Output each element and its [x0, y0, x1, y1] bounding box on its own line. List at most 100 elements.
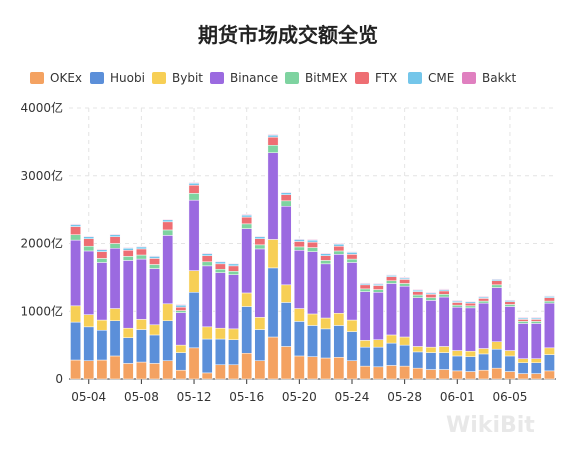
- bar-huobi-05-30[interactable]: [425, 352, 437, 370]
- bar-huobi-05-06[interactable]: [109, 320, 121, 357]
- bar-bitmex-06-03[interactable]: [478, 300, 489, 304]
- bar-ftx-05-23[interactable]: [333, 245, 345, 252]
- bar-huobi-05-26[interactable]: [372, 346, 384, 368]
- bar-bitmex-06-05[interactable]: [504, 304, 516, 307]
- bar-ftx-05-08[interactable]: [136, 248, 147, 256]
- bar-bakkt-05-10[interactable]: [162, 218, 174, 221]
- bar-ftx-05-14[interactable]: [214, 263, 226, 270]
- bar-binance-05-12[interactable]: [188, 199, 200, 271]
- bar-ftx-05-10[interactable]: [162, 221, 174, 231]
- bar-bitmex-05-08[interactable]: [136, 254, 147, 260]
- bar-binance-06-05[interactable]: [504, 306, 516, 351]
- bar-huobi-05-28[interactable]: [399, 344, 411, 367]
- bar-binance-06-03[interactable]: [478, 302, 489, 349]
- bar-bitmex-06-01[interactable]: [451, 304, 463, 308]
- bar-bakkt-05-15[interactable]: [228, 262, 239, 265]
- bar-bakkt-05-18[interactable]: [267, 134, 279, 136]
- bar-huobi-05-31[interactable]: [438, 352, 450, 370]
- bar-bitmex-05-12[interactable]: [188, 193, 200, 201]
- bar-bakkt-05-04[interactable]: [83, 235, 95, 237]
- bar-ftx-05-20[interactable]: [293, 241, 305, 248]
- bar-bitmex-05-13[interactable]: [201, 261, 213, 267]
- bar-bitmex-05-09[interactable]: [149, 264, 160, 269]
- bar-bakkt-06-07[interactable]: [530, 317, 542, 319]
- bar-okex-05-07[interactable]: [122, 363, 134, 380]
- bar-ftx-05-04[interactable]: [83, 238, 95, 247]
- bar-okex-05-18[interactable]: [267, 336, 279, 380]
- bar-bybit-06-01[interactable]: [451, 350, 463, 357]
- bar-binance-05-13[interactable]: [201, 265, 213, 328]
- bar-bybit-05-15[interactable]: [228, 328, 239, 340]
- bar-bybit-05-25[interactable]: [359, 340, 371, 348]
- bar-binance-06-02[interactable]: [465, 307, 476, 352]
- bar-ftx-05-24[interactable]: [346, 254, 358, 260]
- bar-okex-05-27[interactable]: [386, 365, 397, 380]
- bar-bakkt-05-28[interactable]: [399, 277, 411, 279]
- bar-bitmex-06-07[interactable]: [530, 321, 542, 324]
- bar-bakkt-06-02[interactable]: [465, 300, 476, 303]
- bar-bakkt-05-05[interactable]: [96, 248, 108, 250]
- bar-cme-05-11[interactable]: [175, 304, 187, 308]
- bar-okex-05-17[interactable]: [254, 360, 266, 380]
- bar-bakkt-05-11[interactable]: [175, 304, 187, 306]
- bar-ftx-05-11[interactable]: [175, 306, 187, 311]
- bar-okex-05-09[interactable]: [149, 363, 160, 380]
- bar-cme-05-20[interactable]: [293, 239, 305, 242]
- bar-binance-05-07[interactable]: [122, 260, 134, 329]
- bar-bybit-05-26[interactable]: [372, 339, 384, 348]
- bar-binance-06-08[interactable]: [544, 302, 555, 349]
- bar-bybit-06-08[interactable]: [544, 347, 555, 355]
- bar-bybit-05-04[interactable]: [83, 314, 95, 328]
- legend-swatch-5[interactable]: [355, 72, 369, 84]
- bar-bybit-05-27[interactable]: [386, 334, 397, 344]
- bar-okex-05-29[interactable]: [412, 367, 424, 380]
- bar-okex-05-25[interactable]: [359, 365, 371, 380]
- bar-binance-05-21[interactable]: [307, 251, 318, 315]
- bar-okex-05-14[interactable]: [214, 364, 226, 380]
- bar-okex-05-11[interactable]: [175, 369, 187, 380]
- bar-huobi-05-14[interactable]: [214, 338, 226, 366]
- bar-bakkt-05-13[interactable]: [201, 252, 213, 254]
- bar-binance-05-05[interactable]: [96, 262, 108, 321]
- bar-bybit-05-09[interactable]: [149, 324, 160, 336]
- bar-binance-05-22[interactable]: [320, 263, 332, 319]
- bar-ftx-05-26[interactable]: [372, 285, 384, 290]
- legend-swatch-3[interactable]: [210, 72, 224, 84]
- bar-bakkt-06-06[interactable]: [517, 317, 529, 319]
- legend-label-1[interactable]: Huobi: [110, 71, 145, 85]
- legend-label-7[interactable]: Bakkt: [482, 71, 516, 85]
- bar-bybit-05-28[interactable]: [399, 336, 411, 346]
- legend-label-2[interactable]: Bybit: [172, 71, 203, 85]
- bar-bakkt-05-31[interactable]: [438, 288, 450, 290]
- bar-bitmex-05-27[interactable]: [386, 280, 397, 284]
- bar-ftx-05-05[interactable]: [96, 251, 108, 259]
- bar-cme-05-03[interactable]: [70, 224, 81, 227]
- bar-cme-05-04[interactable]: [83, 236, 95, 240]
- bar-ftx-06-02[interactable]: [465, 302, 476, 307]
- bar-bitmex-06-06[interactable]: [517, 321, 529, 324]
- bar-bakkt-05-16[interactable]: [241, 214, 253, 216]
- bar-ftx-05-15[interactable]: [228, 265, 239, 272]
- bar-binance-05-20[interactable]: [293, 250, 305, 309]
- bar-bybit-05-05[interactable]: [96, 319, 108, 331]
- bar-ftx-05-19[interactable]: [280, 194, 292, 202]
- bar-bakkt-05-21[interactable]: [307, 239, 318, 241]
- bar-bitmex-05-04[interactable]: [83, 245, 95, 252]
- bar-okex-06-07[interactable]: [530, 373, 542, 380]
- bar-bitmex-06-04[interactable]: [491, 284, 503, 288]
- bar-binance-05-30[interactable]: [425, 300, 437, 348]
- bar-bakkt-05-07[interactable]: [122, 247, 134, 249]
- bar-bybit-05-17[interactable]: [254, 317, 266, 330]
- bar-okex-05-04[interactable]: [83, 360, 95, 380]
- bar-huobi-06-05[interactable]: [504, 355, 516, 372]
- bar-binance-06-01[interactable]: [451, 306, 463, 351]
- bar-cme-05-08[interactable]: [136, 246, 147, 250]
- bar-bitmex-05-19[interactable]: [280, 200, 292, 207]
- bar-binance-05-09[interactable]: [149, 268, 160, 326]
- bar-huobi-05-11[interactable]: [175, 352, 187, 371]
- bar-cme-05-24[interactable]: [346, 252, 358, 255]
- bar-huobi-06-07[interactable]: [530, 362, 542, 374]
- bar-bybit-05-06[interactable]: [109, 308, 121, 321]
- bar-bybit-05-08[interactable]: [136, 319, 147, 330]
- bar-okex-05-22[interactable]: [320, 357, 332, 380]
